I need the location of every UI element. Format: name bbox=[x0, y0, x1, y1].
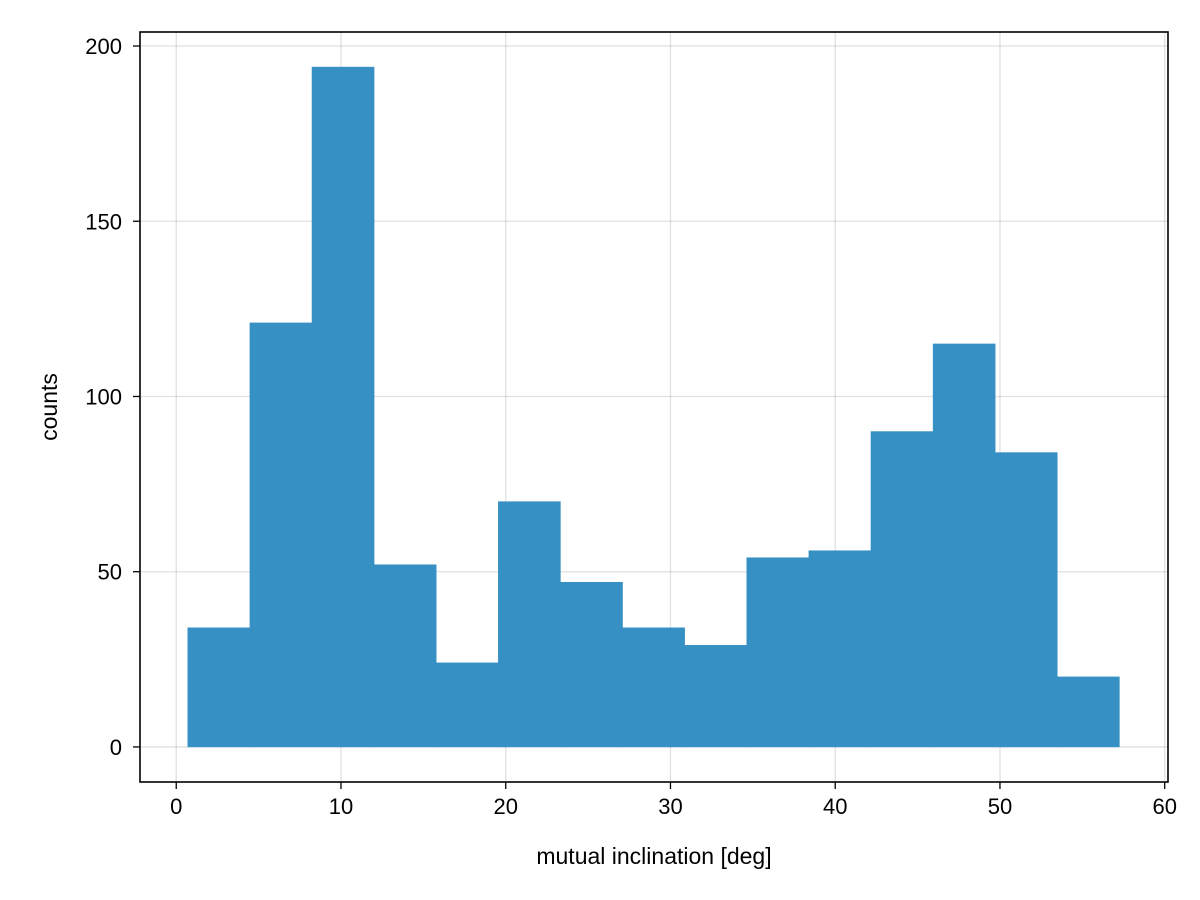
histogram-bar bbox=[622, 627, 685, 748]
x-tick-label: 60 bbox=[1152, 794, 1176, 819]
histogram-bar bbox=[932, 343, 996, 748]
x-axis-label: mutual inclination [deg] bbox=[536, 843, 771, 869]
x-tick-label: 40 bbox=[823, 794, 847, 819]
histogram-bar bbox=[435, 662, 499, 748]
x-tick-label: 50 bbox=[988, 794, 1012, 819]
histogram-bar bbox=[684, 645, 748, 748]
histogram-bar bbox=[311, 66, 375, 748]
histogram-bar bbox=[808, 550, 872, 748]
y-tick-label: 0 bbox=[110, 735, 122, 760]
histogram-bar bbox=[560, 581, 623, 748]
y-tick-label: 50 bbox=[98, 560, 122, 585]
histogram-bar bbox=[249, 322, 313, 748]
y-tick-label: 150 bbox=[85, 209, 122, 234]
histogram-bar bbox=[994, 452, 1058, 748]
x-tick-label: 20 bbox=[493, 794, 517, 819]
y-tick-label: 100 bbox=[85, 384, 122, 409]
histogram-bar bbox=[498, 501, 561, 748]
x-tick-label: 10 bbox=[329, 794, 353, 819]
histogram-bar bbox=[870, 431, 934, 748]
histogram-bar bbox=[373, 564, 437, 748]
histogram-bar bbox=[1057, 676, 1120, 748]
axis-ticks: 0 10 20 30 40 50 60 0 50 100 150 200 bbox=[85, 34, 1177, 819]
histogram-bars bbox=[187, 66, 1120, 748]
x-tick-label: 30 bbox=[658, 794, 682, 819]
y-tick-label: 200 bbox=[85, 34, 122, 59]
x-tick-label: 0 bbox=[170, 794, 182, 819]
histogram-bar bbox=[746, 557, 810, 748]
histogram-bar bbox=[187, 627, 251, 748]
y-axis-label: counts bbox=[36, 373, 62, 441]
plot-frame bbox=[139, 31, 1169, 783]
